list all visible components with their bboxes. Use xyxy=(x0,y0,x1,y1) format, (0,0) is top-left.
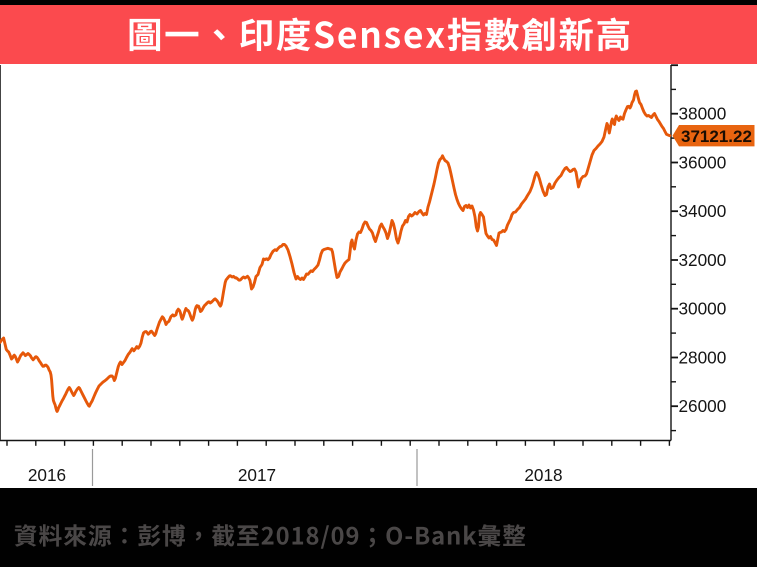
svg-text:38000: 38000 xyxy=(679,104,727,124)
svg-text:30000: 30000 xyxy=(679,299,727,319)
svg-text:26000: 26000 xyxy=(679,396,727,416)
svg-text:36000: 36000 xyxy=(679,152,727,172)
svg-text:2018: 2018 xyxy=(524,465,562,485)
svg-text:2016: 2016 xyxy=(28,465,66,485)
svg-text:2017: 2017 xyxy=(238,465,276,485)
svg-text:34000: 34000 xyxy=(679,201,727,221)
svg-text:37121.22: 37121.22 xyxy=(681,127,752,146)
svg-text:28000: 28000 xyxy=(679,347,727,367)
svg-text:32000: 32000 xyxy=(679,250,727,270)
